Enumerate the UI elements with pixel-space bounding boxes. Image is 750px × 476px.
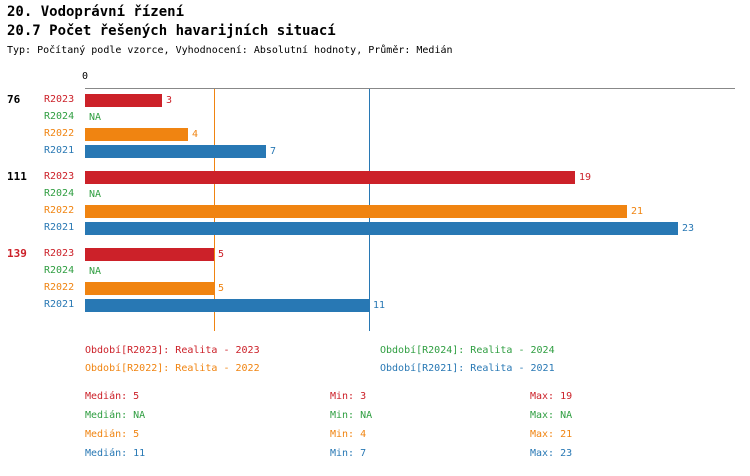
bar-value: 21 — [631, 206, 644, 217]
bar-value: NA — [89, 266, 102, 277]
series-label-r2024: R2024 — [44, 111, 75, 122]
series-label-r2021: R2021 — [44, 145, 75, 156]
series-label-r2023: R2023 — [44, 248, 75, 259]
bar-r2022 — [85, 128, 188, 141]
bar-value: NA — [89, 189, 102, 200]
stat-min-r2024: Min: NA — [330, 410, 373, 421]
legend-item-r2022: Období[R2022]: Realita - 2022 — [85, 363, 260, 374]
series-label-r2021: R2021 — [44, 222, 75, 233]
series-label-r2023: R2023 — [44, 171, 75, 182]
stat-max-r2023: Max: 19 — [530, 391, 573, 402]
series-label-r2022: R2022 — [44, 205, 75, 216]
stat-median-r2021: Medián: 11 — [85, 448, 146, 459]
bar-r2023 — [85, 94, 162, 107]
bar-value: 19 — [579, 172, 592, 183]
stat-max-r2022: Max: 21 — [530, 429, 573, 440]
series-label-r2024: R2024 — [44, 265, 75, 276]
bar-value: NA — [89, 112, 102, 123]
bar-value: 3 — [166, 95, 173, 106]
stat-median-r2024: Medián: NA — [85, 410, 146, 421]
plot-area: 3 NA 4 7 19 NA 21 23 5 NA 5 11 — [85, 88, 735, 331]
stat-max-r2021: Max: 23 — [530, 448, 573, 459]
stat-min-r2023: Min: 3 — [330, 391, 367, 402]
bar-value: 11 — [373, 300, 386, 311]
group-label: 111 — [7, 170, 27, 183]
bar-value: 5 — [218, 283, 225, 294]
legend-item-r2023: Období[R2023]: Realita - 2023 — [85, 345, 260, 356]
bar-value: 4 — [192, 129, 199, 140]
series-label-r2023: R2023 — [44, 94, 75, 105]
series-label-r2021: R2021 — [44, 299, 75, 310]
legend-item-r2024: Období[R2024]: Realita - 2024 — [380, 345, 555, 356]
bar-value: 7 — [270, 146, 277, 157]
chart-subtitle: 20.7 Počet řešených havarijních situací — [7, 23, 336, 39]
bar-r2021 — [85, 299, 369, 312]
chart-meta: Typ: Počítaný podle vzorce, Vyhodnocení:… — [7, 45, 453, 56]
stat-median-r2023: Medián: 5 — [85, 391, 140, 402]
series-label-r2022: R2022 — [44, 282, 75, 293]
series-label-r2022: R2022 — [44, 128, 75, 139]
bar-r2023 — [85, 171, 575, 184]
bar-r2021 — [85, 145, 266, 158]
axis-zero-label: 0 — [81, 71, 89, 82]
stat-max-r2024: Max: NA — [530, 410, 573, 421]
bar-value: 5 — [218, 249, 225, 260]
bar-r2021 — [85, 222, 678, 235]
bar-r2022 — [85, 282, 214, 295]
group-label: 76 — [7, 93, 21, 106]
bar-r2022 — [85, 205, 627, 218]
series-label-r2024: R2024 — [44, 188, 75, 199]
chart-title: 20. Vodoprávní řízení — [7, 4, 185, 20]
bar-r2023 — [85, 248, 214, 261]
stat-min-r2021: Min: 7 — [330, 448, 367, 459]
legend-item-r2021: Období[R2021]: Realita - 2021 — [380, 363, 555, 374]
stat-median-r2022: Medián: 5 — [85, 429, 140, 440]
bar-value: 23 — [682, 223, 695, 234]
stat-min-r2022: Min: 4 — [330, 429, 367, 440]
group-label: 139 — [7, 247, 27, 260]
